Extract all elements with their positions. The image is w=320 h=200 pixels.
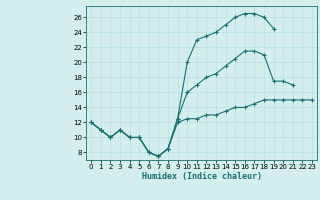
- X-axis label: Humidex (Indice chaleur): Humidex (Indice chaleur): [142, 172, 262, 181]
